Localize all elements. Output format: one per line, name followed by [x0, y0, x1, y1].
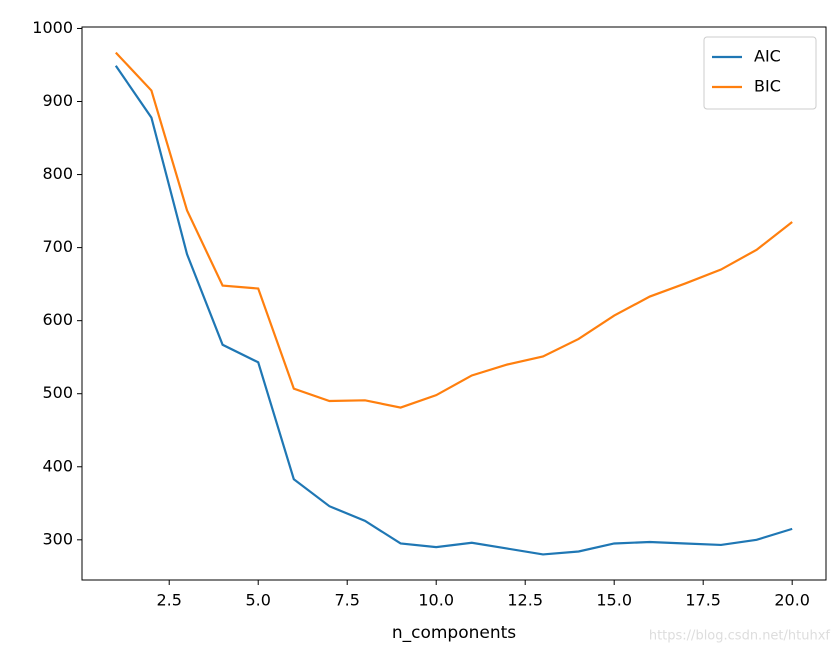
- x-tick-label: 17.5: [685, 591, 721, 610]
- line-series: [114, 65, 793, 556]
- x-tick-label: 7.5: [334, 591, 359, 610]
- y-tick-label: 800: [42, 164, 73, 183]
- y-tick-label: 600: [42, 310, 73, 329]
- line-series: [115, 51, 793, 409]
- x-axis-label: n_components: [392, 623, 516, 643]
- x-tick-label: 20.0: [774, 591, 810, 610]
- legend-label: BIC: [754, 77, 781, 96]
- legend-box: [703, 36, 817, 110]
- y-tick-label: 1000: [32, 18, 73, 37]
- x-tick-label: 12.5: [507, 591, 543, 610]
- plot-frame: [81, 26, 827, 581]
- y-tick-label: 500: [42, 383, 73, 402]
- y-tick-label: 300: [42, 529, 73, 548]
- watermark: https://blog.csdn.net/htuhxf: [649, 629, 831, 644]
- x-tick-label: 15.0: [596, 591, 632, 610]
- x-tick-label: 5.0: [245, 591, 270, 610]
- legend-label: AIC: [754, 47, 781, 66]
- x-tick-label: 2.5: [156, 591, 181, 610]
- x-tick-label: 10.0: [418, 591, 454, 610]
- y-tick-label: 400: [42, 456, 73, 475]
- y-tick-label: 900: [42, 91, 73, 110]
- y-tick-label: 700: [42, 237, 73, 256]
